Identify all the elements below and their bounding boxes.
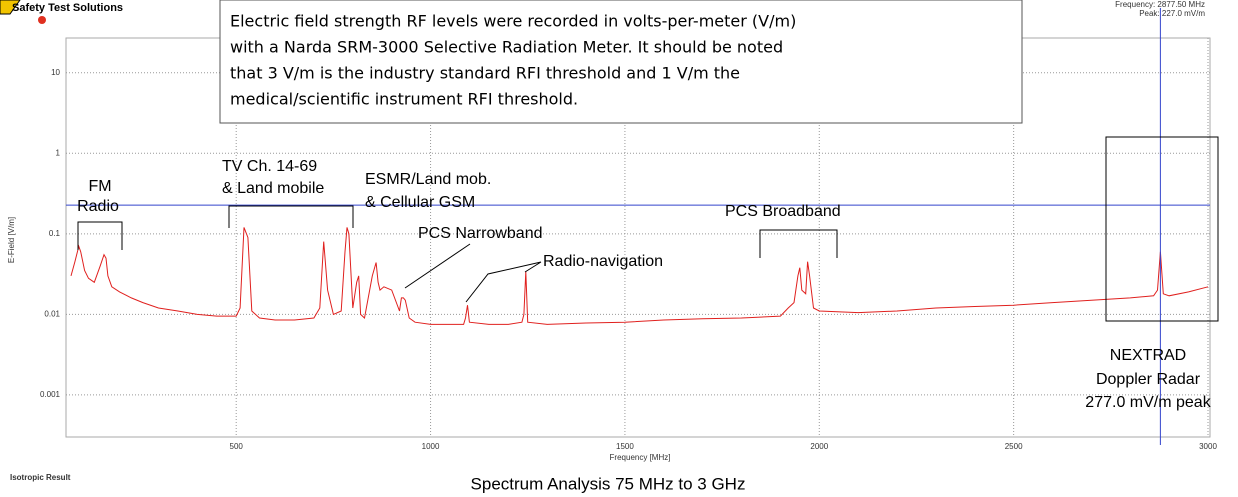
note-box: [219, 0, 1023, 124]
annotation: NEXTRAD: [1110, 347, 1186, 364]
annotation: Radio-navigation: [543, 253, 663, 270]
annotation: 277.0 mV/m peak: [1085, 394, 1211, 411]
y-tick-label: 0.001: [40, 390, 61, 399]
note-line: with a Narda SRM-3000 Selective Radiatio…: [230, 38, 783, 57]
annotation: FM: [88, 178, 111, 195]
x-tick-label: 3000: [1199, 442, 1217, 451]
annotation: ESMR/Land mob.: [365, 171, 491, 188]
y-tick-label: 10: [51, 68, 60, 77]
x-tick-label: 1000: [422, 442, 440, 451]
caption: Spectrum Analysis 75 MHz to 3 GHz: [471, 474, 746, 493]
x-tick-label: 1500: [616, 442, 634, 451]
note-line: that 3 V/m is the industry standard RFI …: [230, 64, 740, 83]
bracket: [759, 229, 838, 258]
y-tick-label: 0.1: [49, 229, 61, 238]
annotation: PCS Broadband: [725, 203, 841, 220]
annotation: Radio: [77, 198, 119, 215]
logo-mark: [0, 0, 21, 15]
annotation: & Land mobile: [222, 180, 324, 197]
readout: Peak: 227.0 mV/m: [1139, 9, 1205, 18]
x-tick-label: 2500: [1005, 442, 1023, 451]
logo-dot: [38, 16, 46, 24]
x-tick-label: 2000: [810, 442, 828, 451]
annotation: TV Ch. 14-69: [222, 158, 317, 175]
annotation: Doppler Radar: [1096, 371, 1201, 388]
note-line: medical/scientific instrument RFI thresh…: [230, 90, 578, 109]
logo-text: Safety Test Solutions: [12, 2, 123, 14]
readout: Frequency: 2877.50 MHz: [1115, 0, 1205, 9]
x-axis-label: Frequency [MHz]: [610, 453, 671, 462]
annotation: & Cellular GSM: [365, 194, 475, 211]
y-tick-label: 1: [56, 148, 61, 157]
y-axis-label: E-Field [V/m]: [7, 217, 16, 263]
annotation: PCS Narrowband: [418, 225, 543, 242]
footer: Isotropic Result: [10, 473, 71, 482]
trace: [70, 227, 1209, 325]
bracket: [228, 205, 354, 228]
note-line: Electric field strength RF levels were r…: [230, 12, 796, 31]
x-tick-label: 500: [230, 442, 244, 451]
pointer: [404, 243, 471, 289]
pointer: [465, 261, 542, 303]
bracket: [77, 221, 123, 250]
highlight-box: [1105, 136, 1219, 322]
y-tick-label: 0.01: [44, 309, 60, 318]
